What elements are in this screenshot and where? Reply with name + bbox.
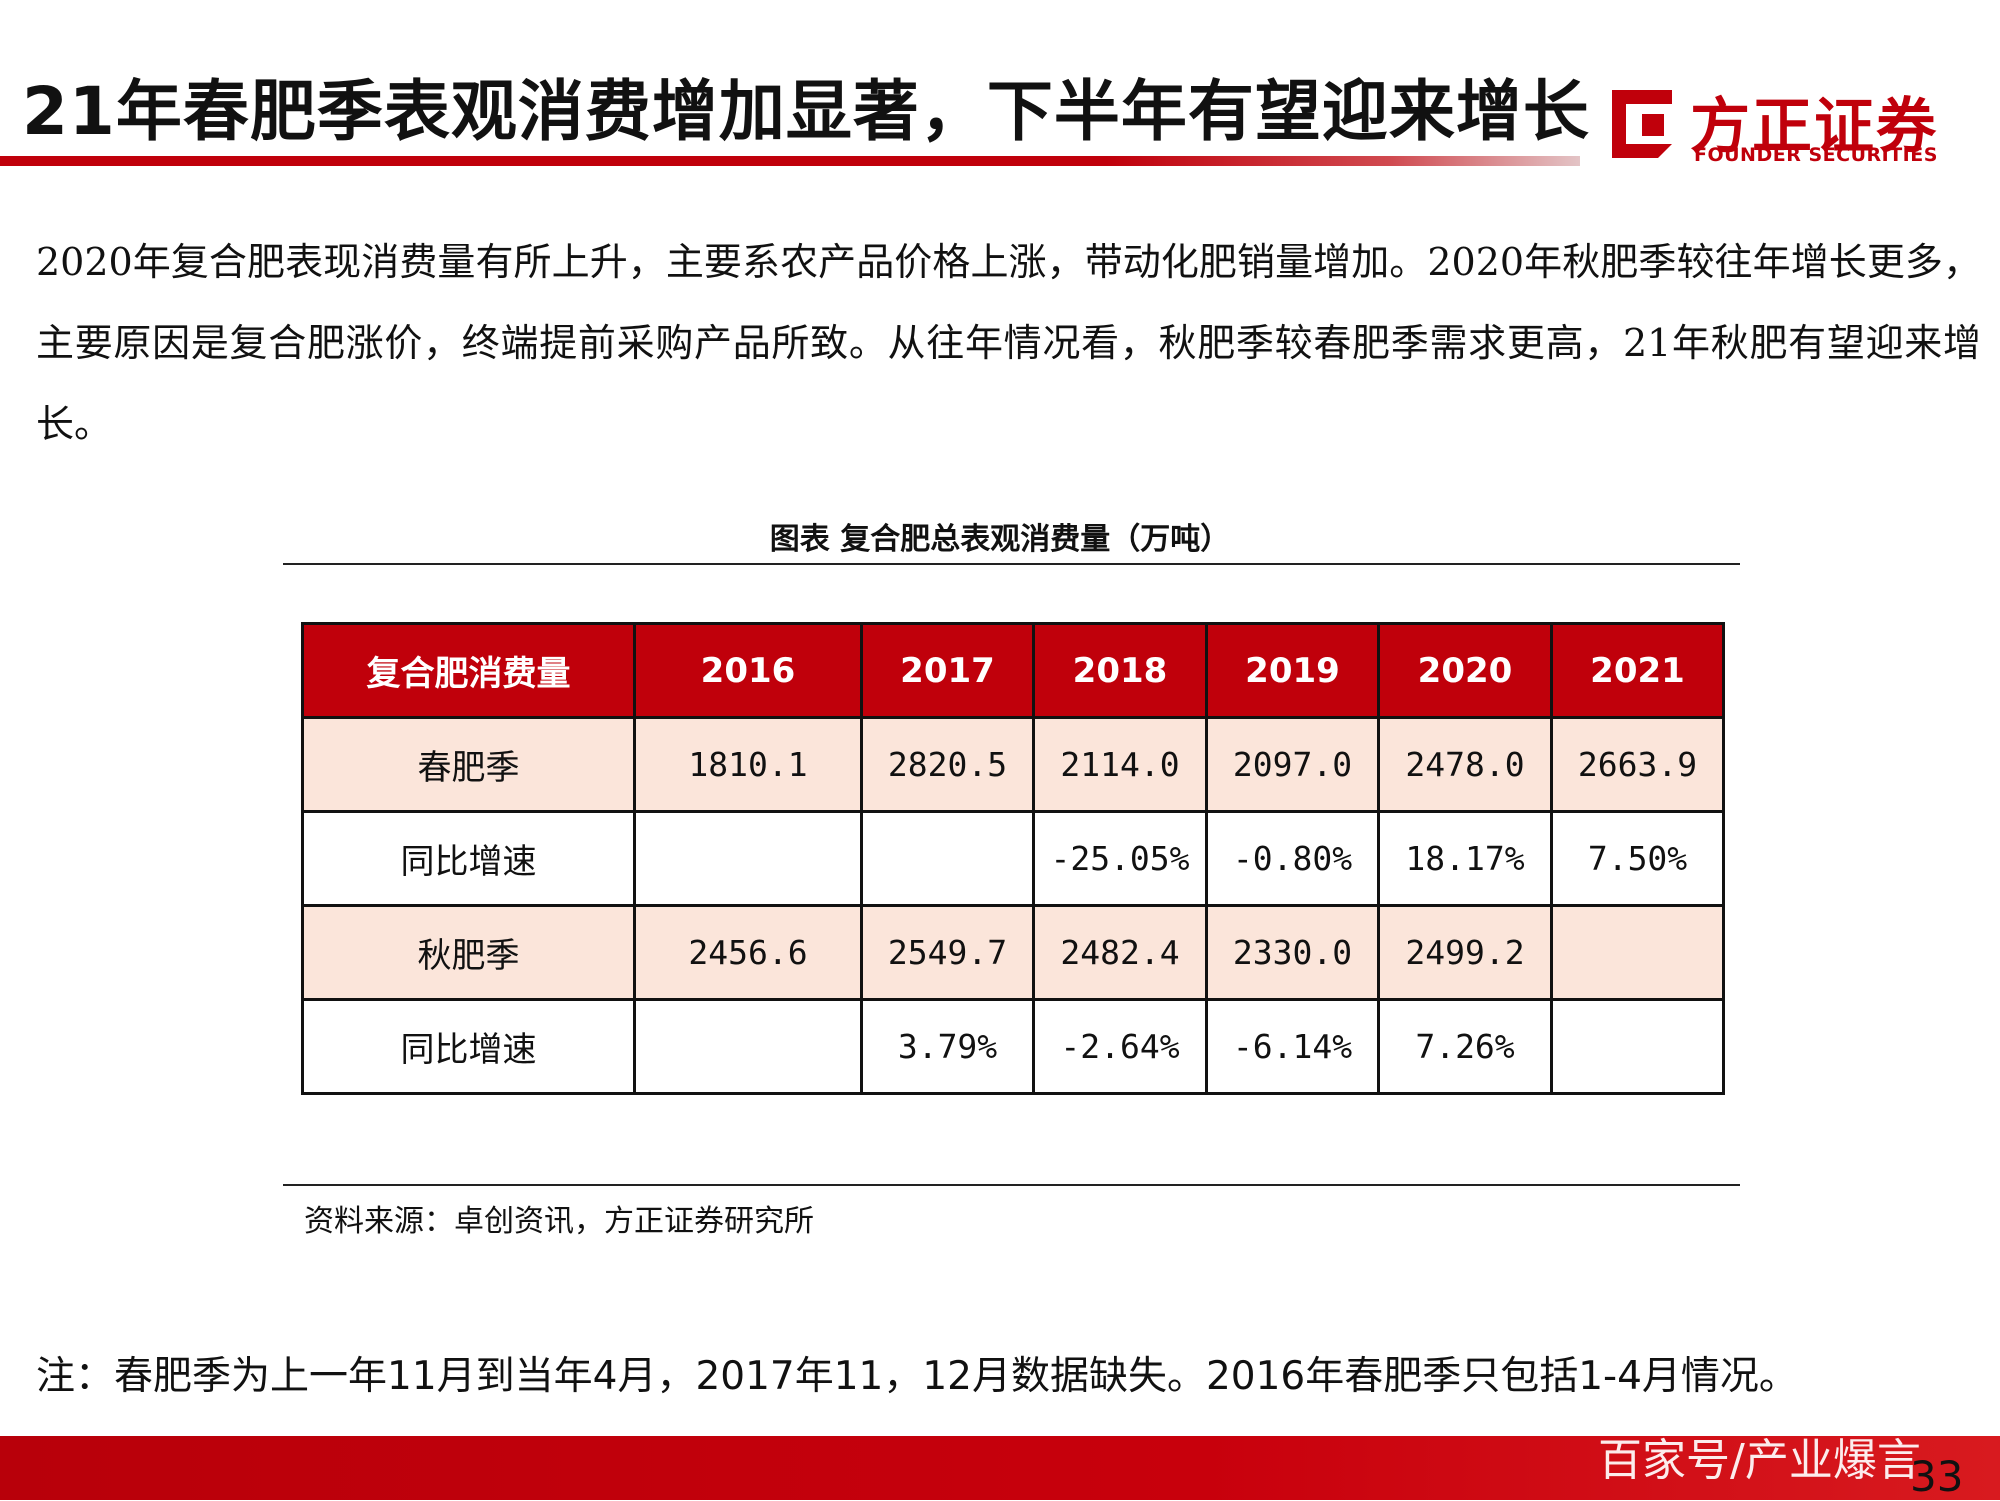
row-label: 秋肥季 xyxy=(301,904,636,1001)
logo-text-cn: 方正证券 xyxy=(1690,92,1938,162)
table-cell: 7.50% xyxy=(1550,810,1725,907)
table-cell xyxy=(1550,904,1725,1001)
table-cell: 3.79% xyxy=(860,998,1035,1095)
table-cell: -6.14% xyxy=(1205,998,1380,1095)
column-header: 2017 xyxy=(860,622,1035,719)
table-row: 同比增速 -25.05% -0.80% 18.17% 7.50% xyxy=(301,810,1725,907)
table-cell: 2330.0 xyxy=(1205,904,1380,1001)
table-header-row: 复合肥消费量 2016 2017 2018 2019 2020 2021 xyxy=(301,622,1725,719)
column-header: 2020 xyxy=(1377,622,1553,719)
table-cell: 2482.4 xyxy=(1032,904,1208,1001)
page-title: 21年春肥季表观消费增加显著，下半年有望迎来增长 xyxy=(22,73,1590,150)
table-cell: -2.64% xyxy=(1032,998,1208,1095)
table-row: 同比增速 3.79% -2.64% -6.14% 7.26% xyxy=(301,998,1725,1095)
table-cell: 2549.7 xyxy=(860,904,1035,1001)
table-bottom-rule xyxy=(283,1184,1740,1186)
column-header: 2016 xyxy=(633,622,863,719)
consumption-table: 复合肥消费量 2016 2017 2018 2019 2020 2021 春肥季… xyxy=(301,622,1725,1095)
table-cell: 18.17% xyxy=(1377,810,1553,907)
column-header: 2018 xyxy=(1032,622,1208,719)
table-cell: 2820.5 xyxy=(860,716,1035,813)
table-title: 图表 复合肥总表观消费量（万吨） xyxy=(769,522,1231,557)
table-cell xyxy=(1550,998,1725,1095)
company-logo: 方正证券 FOUNDER SECURITIES xyxy=(1598,78,1937,168)
row-label: 同比增速 xyxy=(301,810,636,907)
watermark-text: 百家号/产业爆言 xyxy=(1598,1435,1921,1486)
table-cell: 2499.2 xyxy=(1377,904,1553,1001)
table-cell: 2456.6 xyxy=(633,904,863,1001)
table-cell: 2097.0 xyxy=(1205,716,1380,813)
founder-logo-icon xyxy=(1612,90,1672,158)
page-number: 33 xyxy=(1910,1452,1964,1501)
table-cell: 7.26% xyxy=(1377,998,1553,1095)
column-header: 2019 xyxy=(1205,622,1380,719)
table-cell xyxy=(633,810,863,907)
table-cell: 2478.0 xyxy=(1377,716,1553,813)
footnote: 注：春肥季为上一年11月到当年4月，2017年11，12月数据缺失。2016年春… xyxy=(36,1354,1798,1399)
table-cell: -25.05% xyxy=(1032,810,1208,907)
logo-text-en: FOUNDER SECURITIES xyxy=(1694,144,1938,166)
table-cell: 2663.9 xyxy=(1550,716,1725,813)
column-header: 2021 xyxy=(1550,622,1725,719)
table-cell xyxy=(860,810,1035,907)
table-row: 春肥季 1810.1 2820.5 2114.0 2097.0 2478.0 2… xyxy=(301,716,1725,813)
title-underline xyxy=(0,156,1580,166)
column-header: 复合肥消费量 xyxy=(301,622,636,719)
data-source: 资料来源：卓创资讯，方正证券研究所 xyxy=(304,1204,814,1239)
row-label: 同比增速 xyxy=(301,998,636,1095)
table-cell: 1810.1 xyxy=(633,716,863,813)
table-cell: 2114.0 xyxy=(1032,716,1208,813)
table-cell xyxy=(633,998,863,1095)
table-cell: -0.80% xyxy=(1205,810,1380,907)
row-label: 春肥季 xyxy=(301,716,636,813)
summary-paragraph: 2020年复合肥表现消费量有所上升，主要系农产品价格上涨，带动化肥销量增加。20… xyxy=(36,240,1981,446)
footer-bar xyxy=(0,1436,2000,1500)
table-top-rule xyxy=(283,563,1740,565)
table-row: 秋肥季 2456.6 2549.7 2482.4 2330.0 2499.2 xyxy=(301,904,1725,1001)
